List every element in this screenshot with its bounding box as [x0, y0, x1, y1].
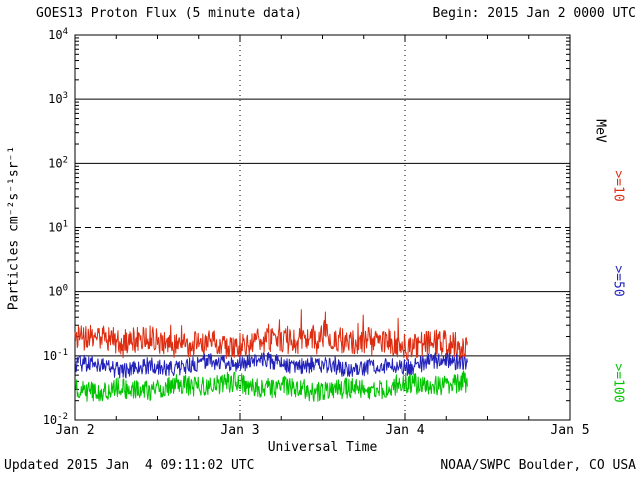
- chart-title: GOES13 Proton Flux (5 minute data): [36, 6, 303, 21]
- updated-timestamp: Updated 2015 Jan 4 09:11:02 UTC: [4, 458, 255, 473]
- y-tick-label: 102: [48, 155, 68, 170]
- series-gte10: [74, 309, 468, 362]
- y-tick-label: 103: [48, 91, 68, 106]
- threshold-label-50: >=50: [610, 265, 626, 297]
- threshold-label-10: >=10: [610, 170, 626, 202]
- mev-units-label: MeV: [592, 119, 608, 143]
- x-tick-label: Jan 5: [550, 423, 590, 438]
- x-axis-title: Universal Time: [267, 440, 378, 455]
- series-gte100: [74, 370, 468, 402]
- plot-frame: [74, 34, 571, 421]
- begin-time-label: Begin: 2015 Jan 2 0000 UTC: [432, 6, 637, 21]
- x-tick-label: Jan 4: [385, 423, 425, 438]
- threshold-label-100: >=100: [610, 363, 626, 403]
- source-label: NOAA/SWPC Boulder, CO USA: [440, 458, 636, 473]
- y-tick-label: 10-1: [43, 348, 68, 363]
- y-tick-label: 101: [48, 220, 68, 235]
- y-tick-label: 104: [48, 27, 68, 42]
- x-tick-label: Jan 3: [220, 423, 260, 438]
- y-tick-label: 100: [48, 284, 68, 299]
- x-tick-label: Jan 2: [55, 423, 95, 438]
- series-gte50: [74, 352, 468, 379]
